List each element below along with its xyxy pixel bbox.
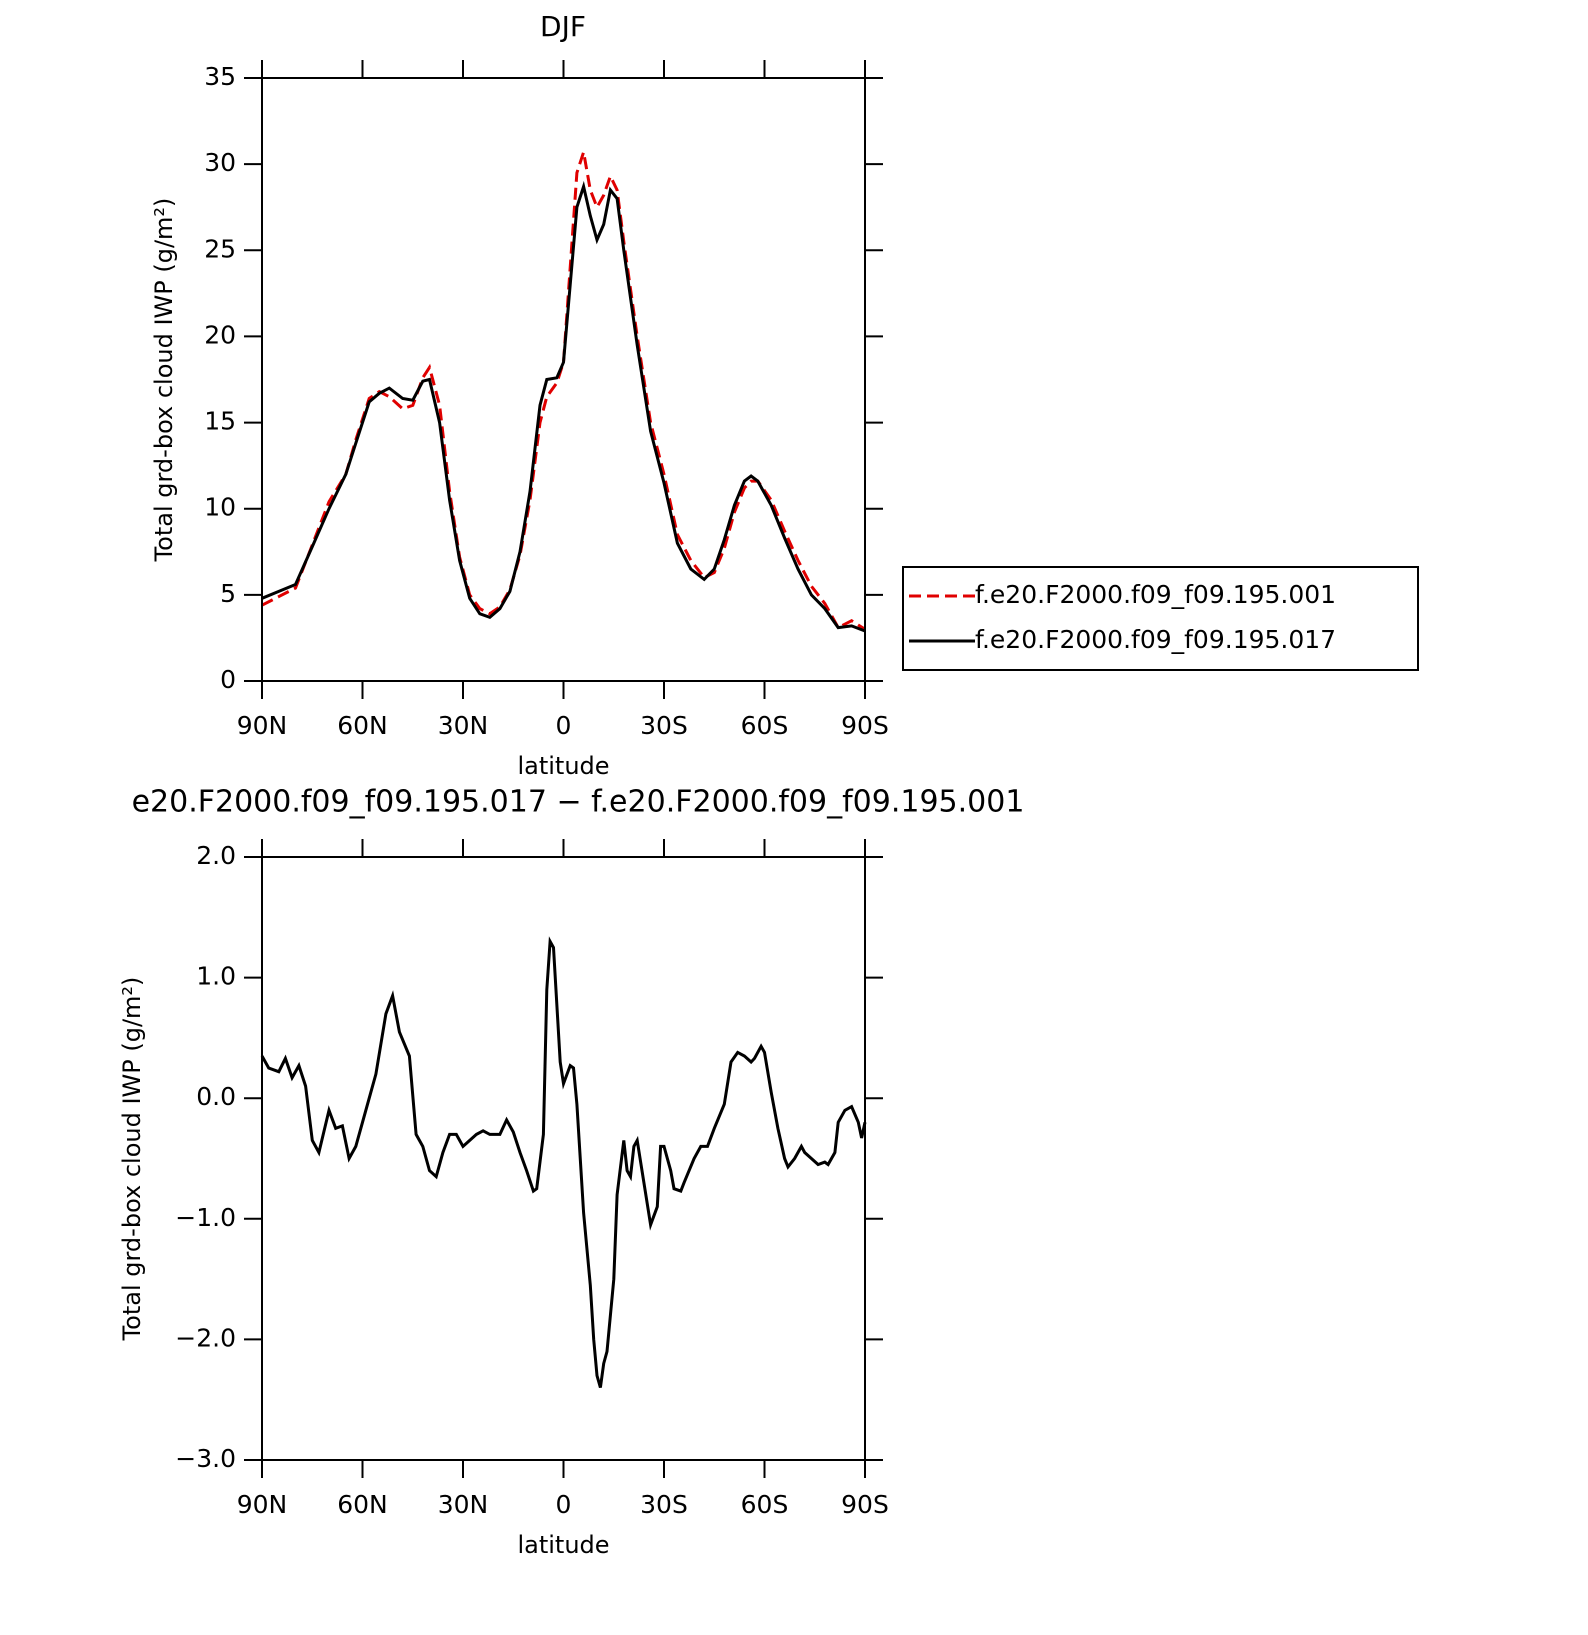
x-tick-label: 60S <box>741 1490 789 1519</box>
y-tick-label: 1.0 <box>196 962 236 991</box>
x-tick-label: 90S <box>841 711 889 740</box>
y-tick-label: 20 <box>204 320 236 349</box>
y-tick-label: 10 <box>204 493 236 522</box>
y-tick-label: −2.0 <box>175 1323 236 1352</box>
x-tick-label: 0 <box>556 711 572 740</box>
y-tick-label: 35 <box>204 62 236 91</box>
y-tick-label: 0.0 <box>196 1082 236 1111</box>
legend-label: f.e20.F2000.f09_f09.195.017 <box>975 625 1336 654</box>
legend-label: f.e20.F2000.f09_f09.195.001 <box>975 580 1336 609</box>
chart-title: e20.F2000.f09_f09.195.017 − f.e20.F2000.… <box>132 785 1025 820</box>
x-tick-label: 60N <box>337 1490 388 1519</box>
plot-frame <box>261 77 866 682</box>
series-line <box>261 180 866 633</box>
x-tick-label: 90N <box>237 711 288 740</box>
y-tick-label: −3.0 <box>175 1444 236 1473</box>
x-tick-label: 30S <box>640 1490 688 1519</box>
x-tick-label: 0 <box>556 1490 572 1519</box>
chart-title: DJF <box>540 10 586 43</box>
series-line <box>260 936 867 1389</box>
y-tick-label: 25 <box>204 234 236 263</box>
y-tick-label: 2.0 <box>196 841 236 870</box>
y-tick-label: −1.0 <box>175 1203 236 1232</box>
x-tick-label: 60S <box>741 711 789 740</box>
x-tick-label: 30N <box>438 1490 489 1519</box>
x-axis-label: latitude <box>517 1531 609 1559</box>
y-tick-label: 15 <box>204 407 236 436</box>
y-axis-label: Total grd-box cloud IWP (g/m²) <box>118 977 146 1342</box>
x-tick-label: 60N <box>337 711 388 740</box>
legend-box <box>902 566 1419 671</box>
x-tick-label: 30N <box>438 711 489 740</box>
x-axis-label: latitude <box>517 752 609 780</box>
y-tick-label: 5 <box>220 579 236 608</box>
x-tick-label: 30S <box>640 711 688 740</box>
x-tick-label: 90N <box>237 1490 288 1519</box>
series-line <box>261 151 866 631</box>
y-tick-label: 0 <box>220 665 236 694</box>
x-tick-label: 90S <box>841 1490 889 1519</box>
y-tick-label: 30 <box>204 148 236 177</box>
plot-frame <box>261 856 866 1461</box>
y-axis-label: Total grd-box cloud IWP (g/m²) <box>150 198 178 563</box>
